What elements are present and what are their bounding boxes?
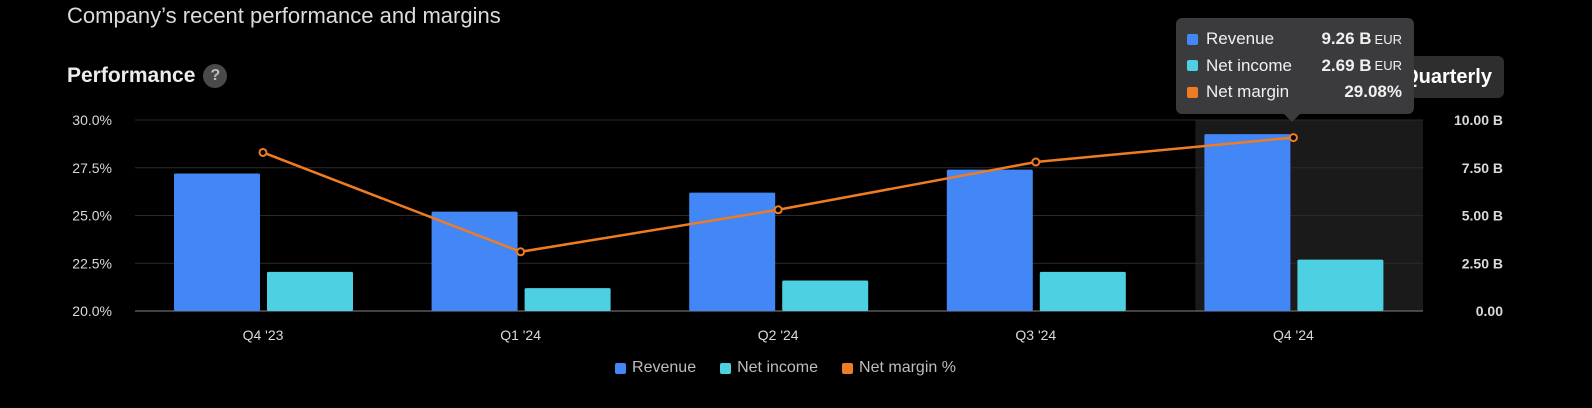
legend-item-revenue[interactable]: Revenue [615,359,696,377]
y-left-tick-label: 20.0% [72,303,112,319]
point-net-margin [773,205,783,215]
legend-label: Net margin % [859,359,956,376]
tooltip-unit: EUR [1374,31,1402,47]
section-title: Company’s recent performance and margins [67,3,501,28]
tooltip-row-net-income: Net income 2.69 B EUR [1187,53,1402,80]
legend-swatch [615,362,627,374]
y-right-tick-label: 7.50 B [1462,160,1503,176]
tooltip-value: 29.08% [1344,82,1402,102]
legend-swatch [720,362,732,374]
bar-revenue [431,211,518,311]
performance-title-text: Performance [67,64,196,87]
performance-title: Performance ? [67,64,228,88]
y-left-tick-label: 30.0% [72,112,112,128]
bar-net-income [1297,259,1384,311]
tooltip-value: 2.69 B [1321,55,1372,75]
tooltip-label: Net margin [1206,82,1290,102]
point-net-margin [258,147,268,157]
chart-legend: Revenue Net income Net margin % [0,359,1571,377]
y-left-tick-label: 22.5% [72,255,112,271]
legend-swatch [842,362,854,374]
legend-item-net-income[interactable]: Net income [720,359,818,377]
tooltip-row-net-margin: Net margin 29.08% [1187,79,1402,106]
bar-net-income [524,288,611,311]
x-tick-label: Q2 '24 [758,327,799,343]
y-right-tick-label: 0.00 [1476,303,1503,319]
y-left-tick-label: 25.0% [72,208,112,224]
tooltip-swatch-net-income [1187,60,1198,72]
tooltip-row-revenue: Revenue 9.26 B EUR [1187,26,1402,53]
tooltip-label: Net income [1206,55,1292,75]
point-net-margin [1031,157,1041,167]
help-icon[interactable]: ? [203,64,228,88]
bar-net-income [267,271,353,311]
tooltip-unit: EUR [1374,58,1402,74]
y-right-tick-label: 5.00 B [1462,208,1503,224]
x-tick-label: Q4 '24 [1273,327,1314,343]
line-net-margin [262,136,1294,254]
point-net-margin [1288,133,1298,143]
bar-revenue [174,173,260,311]
period-selector-label: Quarterly [1403,65,1492,88]
y-right-tick-label: 2.50 B [1462,255,1503,271]
legend-label: Net income [737,359,819,376]
y-right-tick-label: 10.00 B [1454,112,1503,128]
bar-revenue [689,192,776,311]
bar-net-income [1039,271,1126,311]
tooltip-swatch-revenue [1187,33,1198,45]
x-tick-label: Q4 '23 [243,327,284,343]
x-tick-label: Q1 '24 [500,327,541,343]
tooltip-label: Revenue [1206,29,1275,49]
chart-tooltip: Revenue 9.26 B EUR Net income 2.69 B EUR… [1176,18,1414,122]
tooltip-swatch-net-margin [1187,86,1198,98]
y-left-tick-label: 27.5% [72,160,112,176]
point-net-margin [516,247,526,257]
bar-revenue [1204,134,1291,311]
legend-label: Revenue [632,359,697,376]
bar-revenue [946,169,1033,311]
x-tick-label: Q3 '24 [1015,327,1056,343]
bar-net-income [782,280,869,311]
tooltip-value: 9.26 B [1321,29,1372,49]
legend-item-net-margin[interactable]: Net margin % [842,359,956,377]
